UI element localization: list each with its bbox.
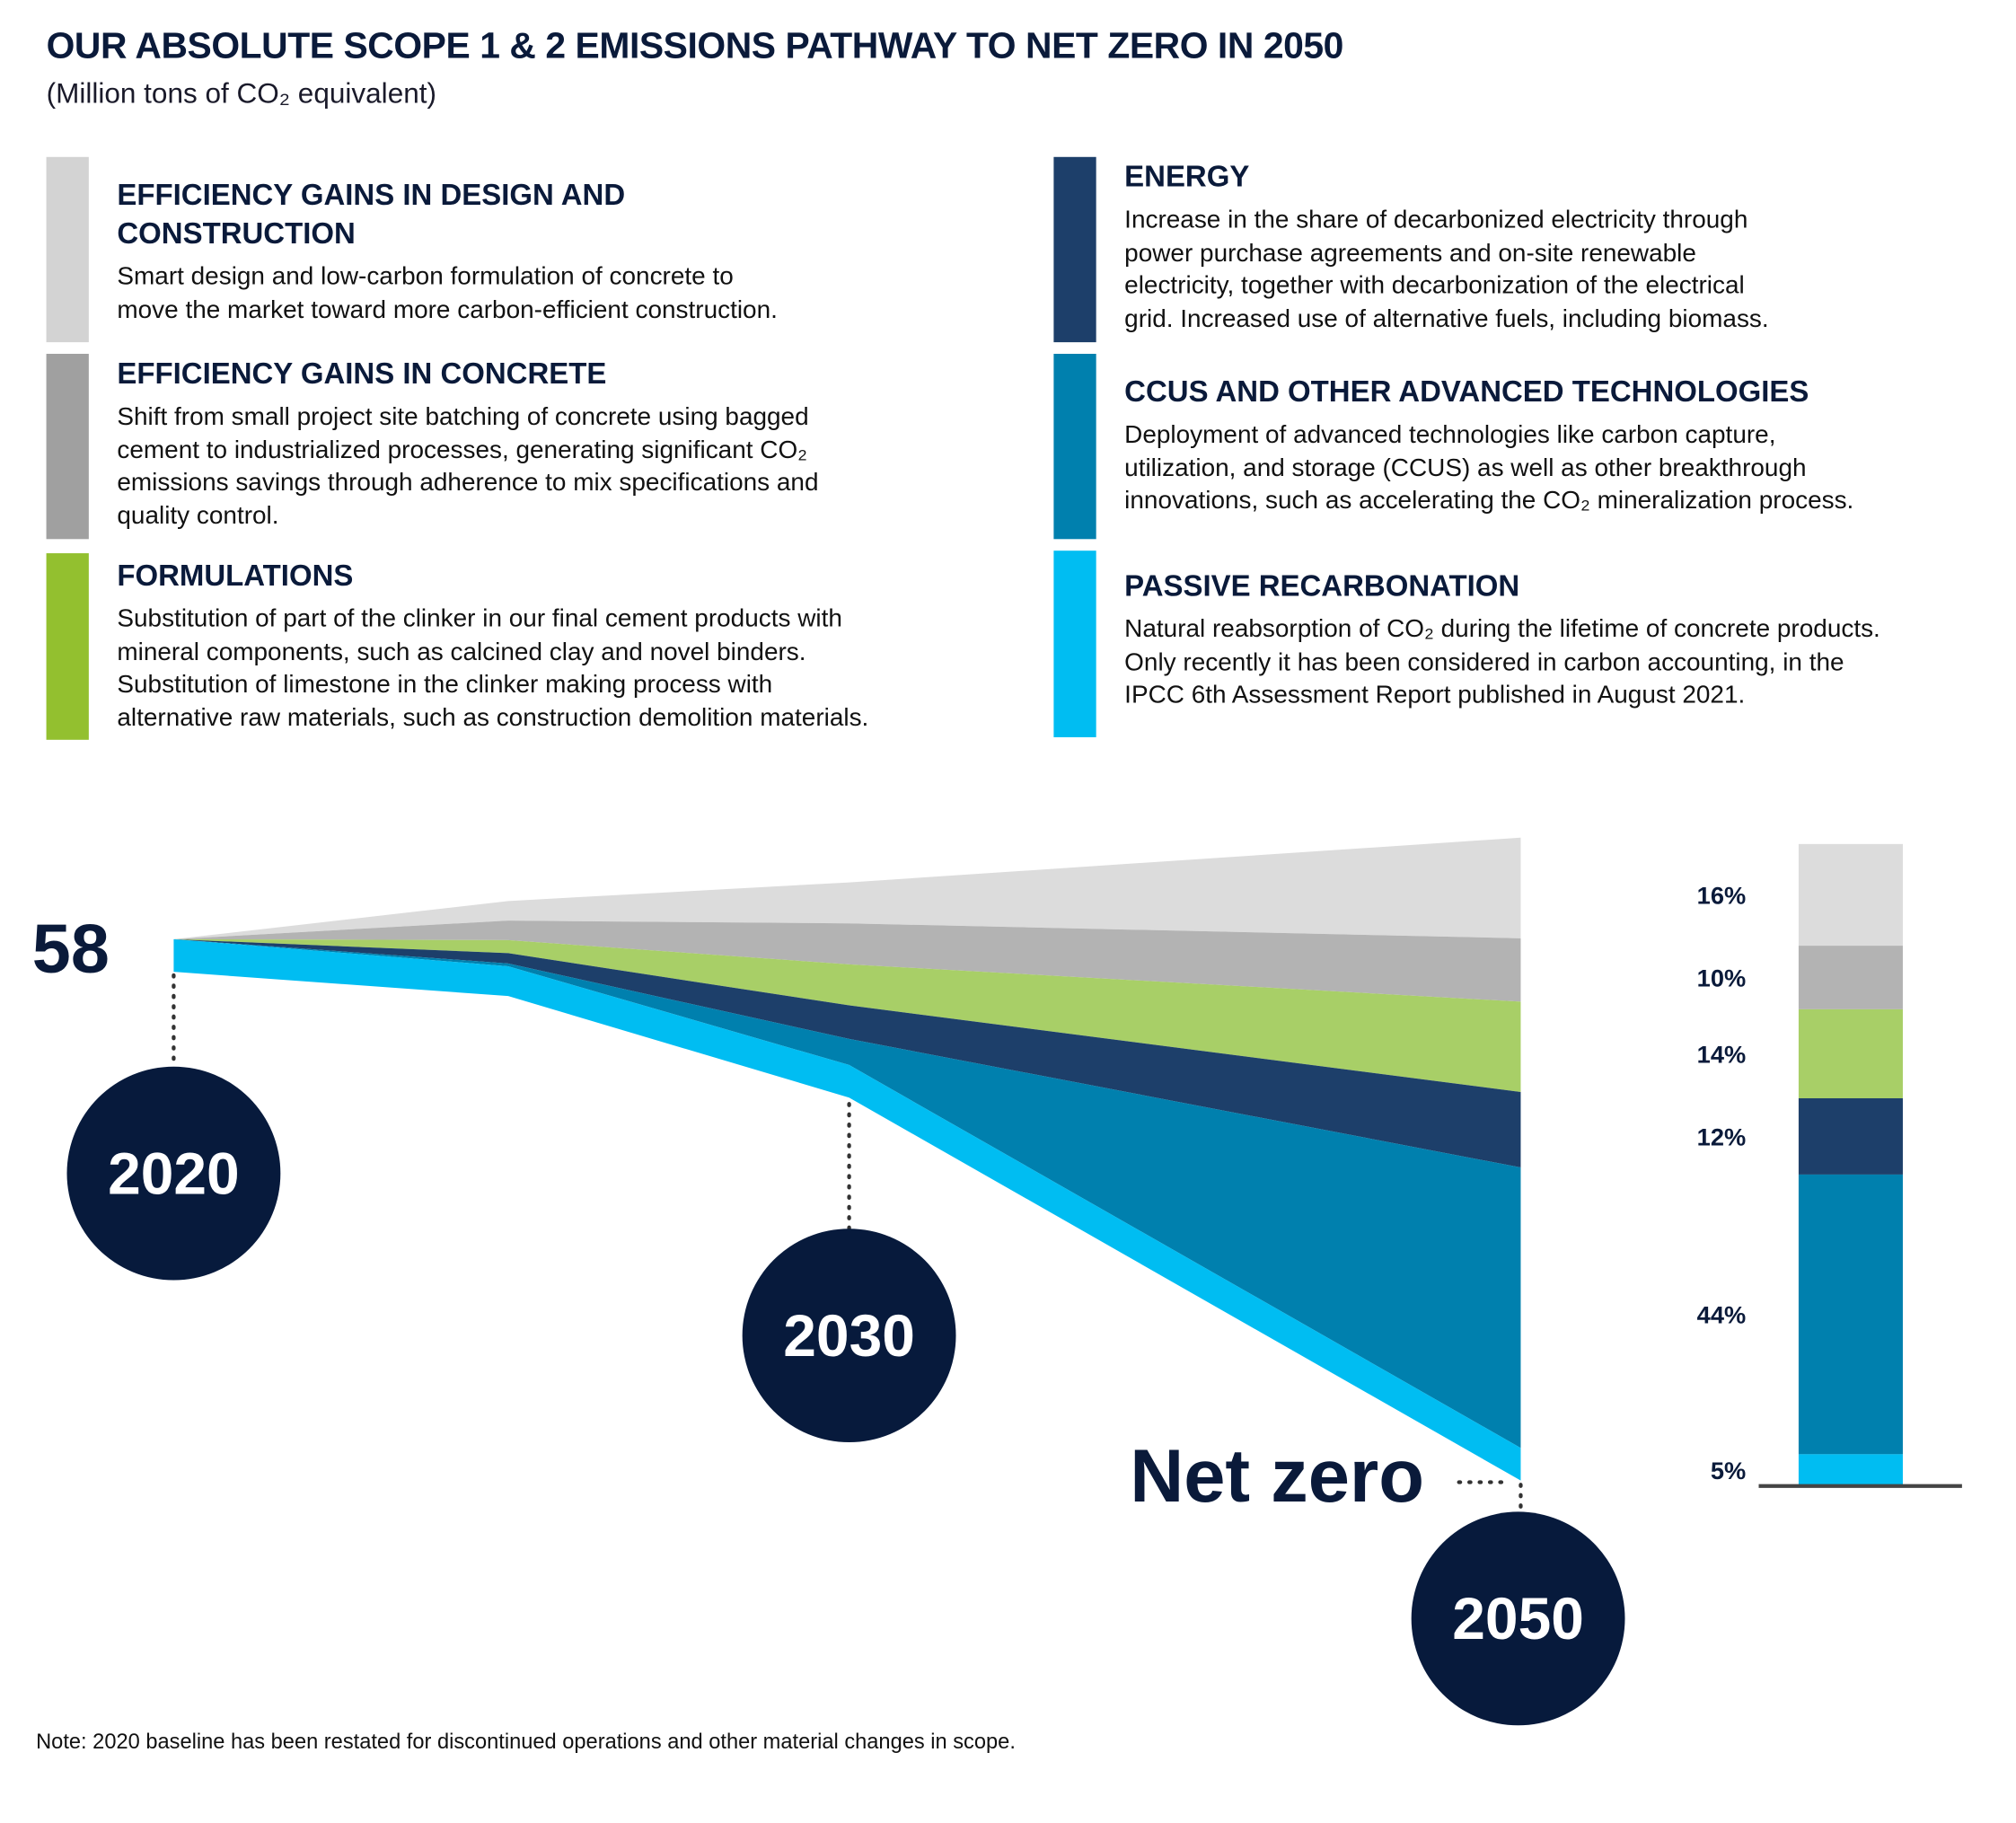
- legend-description-line: electricity, together with decarbonizati…: [1124, 271, 1745, 300]
- share-bar-segment: [1798, 1008, 1903, 1098]
- legend-text: PASSIVE RECARBONATION Natural reabsorptio…: [1124, 566, 1880, 712]
- legend-text: ENERGY Increase in the share of decarboni…: [1124, 157, 1768, 336]
- legend-description-line: power purchase agreements and on-site re…: [1124, 238, 1696, 268]
- legend-swatch: [46, 353, 89, 540]
- legend-description-line: cement to industrialized processes, gene…: [117, 435, 808, 464]
- share-label: 12%: [1697, 1123, 1746, 1150]
- legend-description-line: innovations, such as accelerating the CO…: [1124, 486, 1854, 515]
- legend-heading: CCUS AND OTHER ADVANCED TECHNOLOGIES: [1124, 374, 1809, 409]
- legend-heading: FORMULATIONS: [117, 558, 354, 593]
- legend-description-line: Increase in the share of decarbonized el…: [1124, 206, 1748, 234]
- area-band-3: [173, 938, 1521, 1093]
- legend-description-line: emissions savings through adherence to m…: [117, 468, 819, 498]
- area-band-5: [173, 938, 1521, 1449]
- share-bar-segment: [1798, 946, 1903, 1009]
- year-circle-2030: [742, 1229, 956, 1443]
- legend-description-line: Substitution of part of the clinker in o…: [117, 604, 842, 633]
- legend-description-line: alternative raw materials, such as const…: [117, 702, 869, 732]
- legend-heading: EFFICIENCY GAINS IN CONCRETE: [117, 356, 607, 391]
- share-label: 5%: [1711, 1457, 1746, 1484]
- legend-description-line: Shift from small project site batching o…: [117, 402, 809, 431]
- year-circle-2020: [66, 1066, 281, 1281]
- year-label: 2050: [1452, 1585, 1584, 1651]
- share-label: 14%: [1697, 1040, 1746, 1068]
- legend-swatch: [46, 553, 89, 740]
- legend-heading: ENERGY: [1124, 159, 1250, 193]
- legend-description-line: mineral components, such as calcined cla…: [117, 637, 806, 666]
- legend-text: EFFICIENCY GAINS IN DESIGN AND CONSTRUCTI…: [117, 175, 778, 327]
- year-label: 2020: [108, 1140, 240, 1207]
- legend-swatch: [1053, 156, 1096, 343]
- legend-text: FORMULATIONS Substitution of part of the …: [117, 556, 868, 735]
- legend-text: CCUS AND OTHER ADVANCED TECHNOLOGIES Depl…: [1124, 372, 1853, 518]
- legend-description-line: Deployment of advanced technologies like…: [1124, 420, 1776, 450]
- page-subtitle: (Million tons of CO₂ equivalent): [46, 76, 437, 110]
- legend-description-line: quality control.: [117, 501, 279, 530]
- year-label: 2030: [783, 1302, 915, 1369]
- legend-description-line: move the market toward more carbon-effic…: [117, 295, 778, 324]
- start-value-label: 58: [32, 911, 110, 988]
- legend-heading: EFFICIENCY GAINS IN DESIGN AND CONSTRUCTI…: [117, 177, 626, 250]
- share-bar-segment: [1798, 1097, 1903, 1175]
- legend-description-line: IPCC 6th Assessment Report published in …: [1124, 680, 1746, 709]
- legend-swatch: [1053, 550, 1096, 737]
- share-bar-segment: [1798, 843, 1903, 947]
- share-bar-segment: [1798, 1454, 1903, 1486]
- share-bar-segment: [1798, 1174, 1903, 1455]
- legend-description-line: grid. Increased use of alternative fuels…: [1124, 304, 1769, 333]
- legend-description-line: Only recently it has been considered in …: [1124, 647, 1844, 676]
- legend-swatch: [1053, 353, 1096, 540]
- legend-swatch: [46, 156, 89, 343]
- share-label: 44%: [1697, 1301, 1746, 1329]
- legend-description-line: utilization, and storage (CCUS) as well …: [1124, 454, 1807, 482]
- net-zero-label: Net zero: [1130, 1434, 1424, 1518]
- legend-text: EFFICIENCY GAINS IN CONCRETE Shift from s…: [117, 354, 818, 533]
- share-label: 10%: [1697, 964, 1746, 992]
- year-circle-2050: [1411, 1511, 1625, 1726]
- legend-description-line: Substitution of limestone in the clinker…: [117, 670, 773, 699]
- legend-description-line: Natural reabsorption of CO₂ during the l…: [1124, 614, 1880, 644]
- share-label: 16%: [1697, 882, 1746, 910]
- legend-description-line: Smart design and low-carbon formulation …: [117, 262, 734, 291]
- page-title: OUR ABSOLUTE SCOPE 1 & 2 EMISSIONS PATHW…: [46, 25, 1344, 67]
- legend-heading: PASSIVE RECARBONATION: [1124, 568, 1520, 603]
- area-band-2: [173, 920, 1521, 1002]
- footnote: Note: 2020 baseline has been restated fo…: [36, 1730, 1016, 1754]
- area-band-1: [173, 837, 1521, 939]
